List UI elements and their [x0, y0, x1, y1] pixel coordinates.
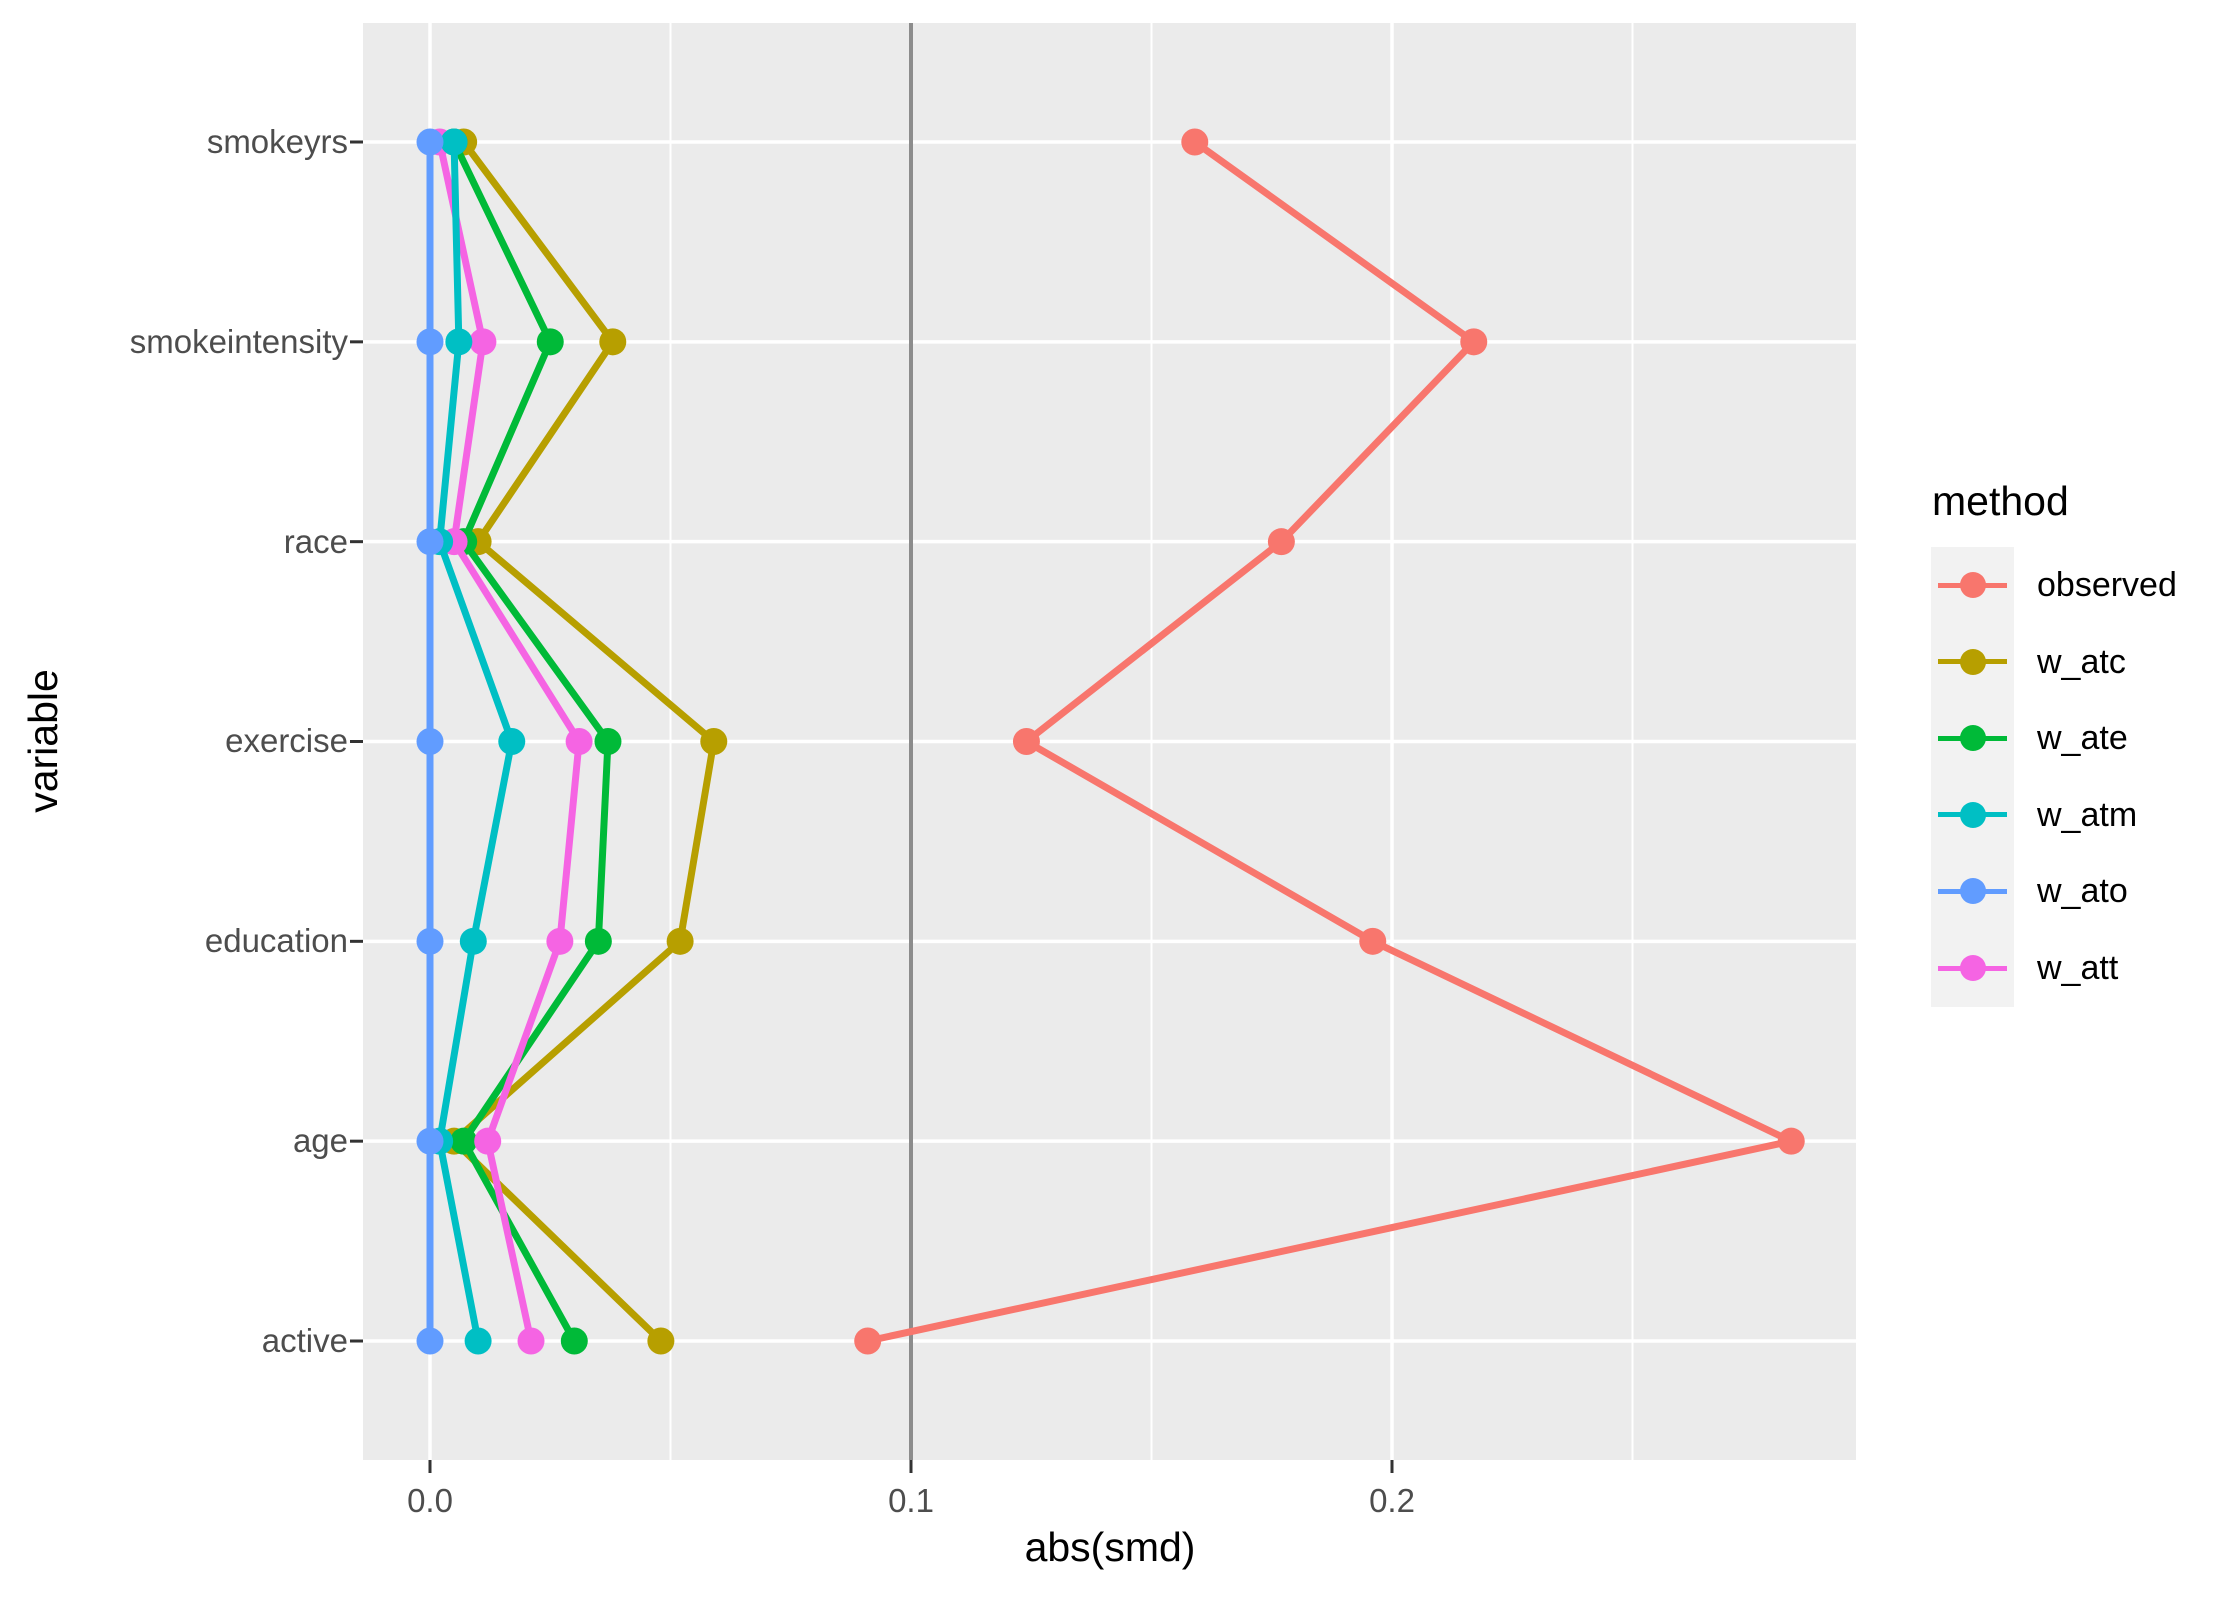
data-point-w_atm: [445, 328, 473, 356]
data-point-w_atm: [498, 727, 526, 755]
legend-label-w_ato: w_ato: [2037, 872, 2128, 911]
data-point-w_atc: [666, 927, 694, 955]
x-axis-title: abs(smd): [1024, 1524, 1196, 1570]
data-point-w_att: [474, 1127, 502, 1155]
legend-key-dot-icon: [1959, 955, 1986, 981]
legend-key-observed: [1931, 546, 2014, 624]
data-point-w_att: [546, 927, 574, 955]
legend-key-dot-icon: [1959, 878, 1986, 905]
data-point-w_ate: [536, 328, 564, 356]
data-point-observed: [1267, 528, 1295, 556]
legend-label-w_att: w_att: [2037, 949, 2119, 987]
data-point-w_atm: [464, 1327, 492, 1355]
legend-key-w_atm: [1931, 776, 2014, 854]
x-tick-label-0.0: 0.0: [407, 1482, 453, 1519]
data-point-observed: [1359, 927, 1387, 955]
y-tick-label-age: age: [292, 1122, 348, 1160]
legend-title: method: [1932, 478, 2069, 524]
data-point-w_ato: [416, 927, 444, 955]
data-point-observed: [1181, 128, 1209, 156]
data-point-w_atc: [599, 328, 627, 356]
data-point-w_ato: [416, 328, 444, 356]
data-point-w_ate: [560, 1327, 588, 1355]
data-point-w_atm: [459, 927, 487, 955]
y-tick-label-smokeintensity: smokeintensity: [129, 322, 348, 360]
data-point-w_att: [565, 727, 593, 755]
data-point-w_atc: [647, 1327, 675, 1355]
legend-key-w_ate: [1931, 699, 2014, 777]
data-point-observed: [1012, 727, 1040, 755]
legend-label-w_atm: w_atm: [2037, 795, 2138, 834]
legend-key-dot-icon: [1959, 648, 1986, 675]
legend-label-w_ate: w_ate: [2037, 719, 2128, 758]
data-point-w_ato: [416, 1127, 444, 1155]
data-point-observed: [854, 1327, 882, 1355]
y-tick-label-race: race: [283, 522, 348, 560]
data-point-w_att: [469, 328, 497, 356]
data-point-w_atm: [440, 128, 468, 156]
legend-label-w_atc: w_atc: [2037, 642, 2126, 681]
data-point-w_ate: [594, 727, 622, 755]
legend-key-dot-icon: [1959, 572, 1986, 598]
data-point-observed: [1777, 1127, 1805, 1155]
data-point-w_atc: [700, 727, 728, 755]
data-point-w_ato: [416, 1327, 444, 1355]
legend-label-observed: observed: [2037, 566, 2177, 604]
data-point-w_att: [517, 1327, 545, 1355]
y-tick-label-active: active: [261, 1321, 348, 1359]
data-point-w_ato: [416, 727, 444, 755]
x-tick-label-0.1: 0.1: [888, 1482, 934, 1519]
data-point-w_ato: [416, 128, 444, 156]
data-point-w_ato: [416, 528, 444, 556]
legend-key-w_ato: [1931, 852, 2014, 930]
legend-key-w_atc: [1931, 623, 2014, 701]
y-tick-label-exercise: exercise: [225, 722, 348, 760]
legend-key-dot-icon: [1959, 801, 1986, 828]
x-tick-label-0.2: 0.2: [1369, 1482, 1415, 1519]
y-tick-label-smokeyrs: smokeyrs: [206, 123, 348, 160]
legend-key-w_att: [1931, 929, 2014, 1007]
data-point-observed: [1460, 328, 1488, 356]
data-point-w_ate: [584, 927, 612, 955]
data-point-w_ate: [450, 1127, 478, 1155]
legend-key-dot-icon: [1959, 725, 1986, 752]
y-axis-title: variable: [20, 669, 66, 813]
y-tick-label-education: education: [204, 922, 348, 960]
